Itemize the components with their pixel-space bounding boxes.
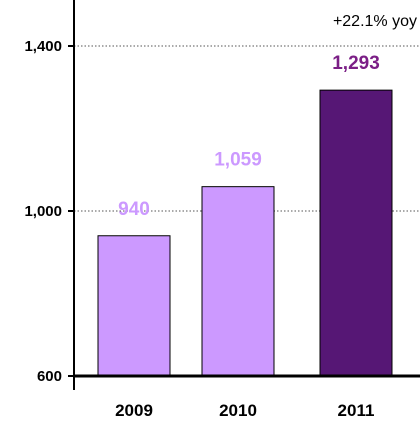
axes: [68, 0, 420, 390]
bar-2010: [201, 186, 275, 377]
y-tick-label: 1,000: [24, 203, 62, 220]
category-label-2011: 2011: [338, 401, 375, 420]
bar-2009: [97, 235, 171, 377]
bar-2011: [319, 89, 393, 377]
category-label-2009: 2009: [115, 401, 153, 420]
data-label-2010: 1,059: [214, 150, 262, 171]
labels: +22.1% yoy 600 1,000 1,400 940 2009 1,059 2010…: [24, 13, 417, 420]
yoy-annotation: +22.1% yoy: [333, 13, 417, 30]
data-label-2009: 940: [118, 199, 150, 220]
bars: [97, 89, 393, 377]
data-label-2011: 1,293: [332, 53, 380, 74]
y-tick-label: 600: [37, 368, 62, 385]
y-tick-label: 1,400: [24, 38, 62, 55]
category-label-2010: 2010: [219, 401, 257, 420]
